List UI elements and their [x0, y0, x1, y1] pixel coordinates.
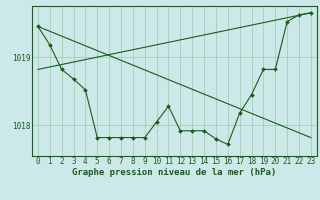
- X-axis label: Graphe pression niveau de la mer (hPa): Graphe pression niveau de la mer (hPa): [72, 168, 276, 177]
